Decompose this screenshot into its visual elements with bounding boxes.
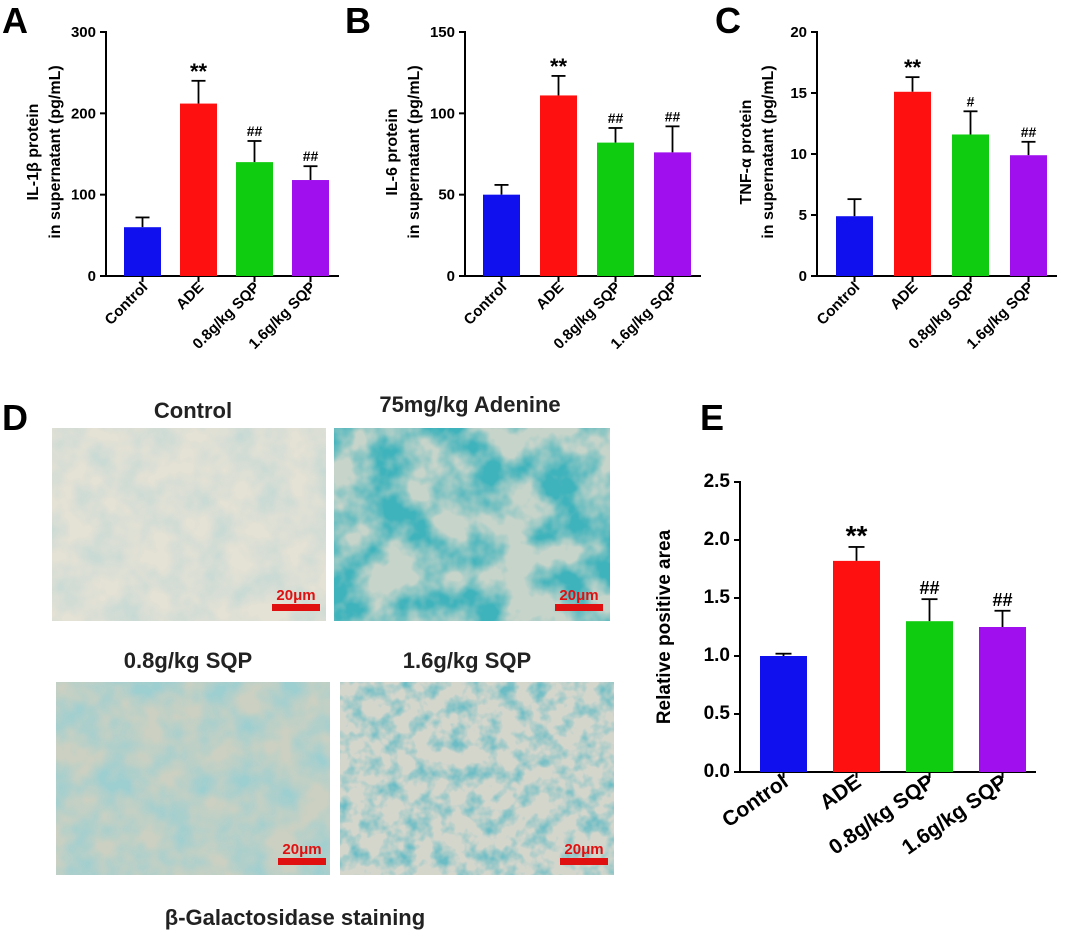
bar-4 (1010, 155, 1047, 276)
significance-marker: ** (550, 54, 568, 79)
y-tick-label: 200 (71, 105, 96, 122)
image-title-adenine: 75mg/kg Adenine (379, 392, 560, 417)
category-label: ADE (816, 770, 866, 814)
micrograph-sqp-low: 20μm (56, 682, 330, 875)
bar-3 (597, 142, 634, 276)
bar-2 (540, 95, 577, 276)
staining-images: Control 75mg/kg Adenine 0.8g/kg SQP 1.6g… (52, 392, 614, 930)
y-tick-label: 20 (790, 24, 807, 41)
significance-marker: ** (190, 59, 208, 84)
y-tick-label: 1.0 (704, 645, 730, 666)
bar-4 (979, 627, 1026, 772)
scale-bar-4 (560, 858, 608, 865)
y-tick-label: 2.5 (704, 471, 731, 492)
bar-2 (180, 103, 217, 276)
chart-tnfa: 0 5 10 15 20 TNF-α protein in supernatant (pg/… (738, 24, 1057, 353)
significance-marker: ## (247, 123, 263, 139)
category-label: ADE (887, 279, 921, 313)
bar-3 (952, 134, 989, 276)
chart-il6: 0 50 100 150 IL-6 protein in supernatant (pg/… (384, 24, 701, 353)
bar-1 (483, 194, 520, 276)
bar-4 (292, 180, 329, 276)
category-label: Control (102, 279, 152, 329)
y-axis-title: IL-6 protein (384, 108, 401, 195)
y-tick-label: 100 (430, 105, 455, 122)
bar-1 (760, 656, 807, 772)
y-tick-label: 15 (790, 85, 807, 102)
y-tick-label: 10 (790, 146, 807, 163)
y-tick-label: 150 (430, 24, 455, 41)
micrograph-adenine: 20μm (334, 428, 610, 621)
significance-marker: ## (992, 590, 1012, 610)
significance-marker: # (967, 93, 975, 109)
significance-marker: ## (608, 110, 624, 126)
panel-label-a: A (2, 0, 28, 41)
y-tick-label: 0 (88, 268, 96, 285)
bar-3 (236, 162, 273, 276)
y-tick-label: 5 (799, 207, 807, 224)
scale-label-1: 20μm (276, 587, 315, 604)
scale-bar-2 (555, 604, 603, 611)
image-caption: β-Galactosidase staining (165, 905, 425, 930)
y-tick-label: 0 (799, 268, 807, 285)
panel-label-d: D (2, 397, 28, 438)
image-title-sqp-low: 0.8g/kg SQP (124, 648, 252, 673)
y-tick-label: 2.0 (704, 529, 730, 550)
y-tick-label: 1.5 (704, 587, 731, 608)
y-axis-title-line2: in supernatant (pg/mL) (406, 65, 423, 238)
image-title-sqp-high: 1.6g/kg SQP (403, 648, 531, 673)
y-tick-label: 100 (71, 187, 96, 204)
chart-il1b: 0 100 200 300 IL-1β protein in supernatant (p… (25, 24, 339, 353)
y-axis-title-line2: in supernatant (pg/mL) (760, 65, 777, 238)
y-axis-title: TNF-α protein (738, 100, 755, 205)
y-axis-title: Relative positive area (654, 529, 675, 724)
significance-marker: ## (303, 148, 319, 164)
bar-2 (833, 560, 880, 772)
y-tick-label: 300 (71, 24, 96, 41)
scale-bar-3 (278, 858, 326, 865)
significance-marker: ## (919, 578, 939, 598)
bar-4 (654, 152, 691, 276)
significance-marker: ** (846, 520, 868, 551)
scale-label-4: 20μm (564, 841, 603, 858)
y-tick-label: 0 (447, 268, 455, 285)
significance-marker: ## (1021, 124, 1037, 140)
bar-3 (906, 621, 953, 772)
category-label: Control (814, 279, 864, 329)
category-label: Control (461, 279, 511, 329)
y-axis-title: IL-1β protein (25, 104, 42, 201)
category-label: ADE (533, 279, 567, 313)
chart-relative-positive-area: 0.0 0.5 1.0 1.5 2.0 2.5 Relative positive area… (654, 471, 1036, 859)
image-title-control: Control (154, 398, 232, 423)
panel-label-e: E (700, 397, 724, 438)
y-tick-label: 0.0 (704, 761, 730, 782)
y-tick-label: 50 (438, 187, 455, 204)
bar-1 (124, 227, 161, 276)
category-label: ADE (173, 279, 207, 313)
bar-2 (894, 91, 931, 276)
scale-label-3: 20μm (282, 841, 321, 858)
significance-marker: ## (665, 108, 681, 124)
panel-label-b: B (345, 0, 371, 41)
scale-bar-1 (272, 604, 320, 611)
significance-marker: ** (904, 55, 922, 80)
panel-label-c: C (715, 0, 741, 41)
micrograph-sqp-high: 20μm (340, 682, 614, 875)
bar-1 (836, 216, 873, 276)
y-tick-label: 0.5 (704, 703, 731, 724)
y-axis-title-line2: in supernatant (pg/mL) (47, 65, 64, 238)
scale-label-2: 20μm (559, 587, 598, 604)
micrograph-control: 20μm (52, 428, 326, 621)
